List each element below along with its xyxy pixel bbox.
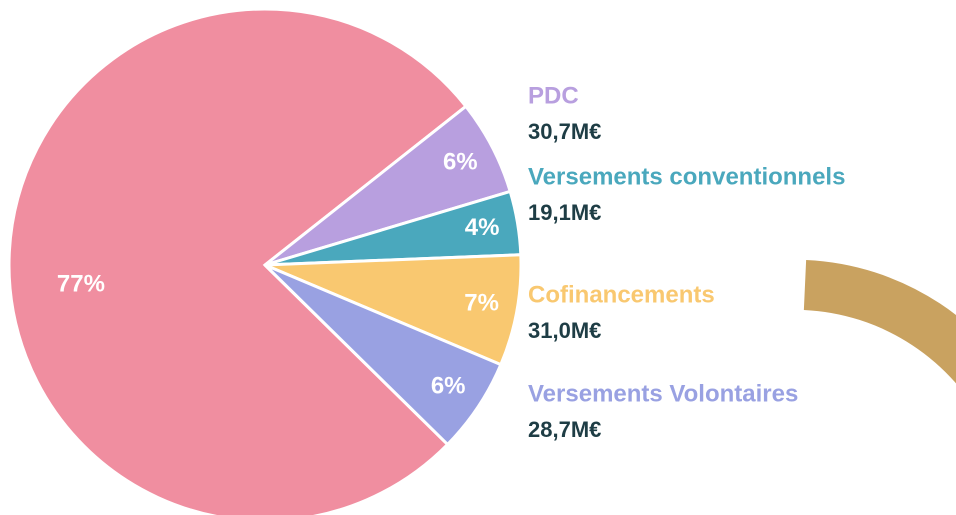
legend-amount: 31,0M€ [528,318,601,343]
legend-name: Cofinancements [528,281,715,308]
pie-slice [7,7,469,515]
slice-label: 6% [443,149,478,176]
slice-label: 4% [465,214,500,241]
slice-label: 7% [464,290,499,317]
legend-name: PDC [528,82,579,109]
legend-name: Versements conventionnels [528,163,845,190]
legend-amount: 19,1M€ [528,200,601,225]
slice-label: 77% [57,270,105,297]
legend-amount: 30,7M€ [528,119,601,144]
slice-label: 6% [431,372,466,399]
legend-amount: 28,7M€ [528,417,601,442]
decorative-arc [803,260,956,384]
pie-slice [263,263,503,447]
pie-slice [264,253,523,367]
legend-name: Versements Volontaires [528,380,798,407]
